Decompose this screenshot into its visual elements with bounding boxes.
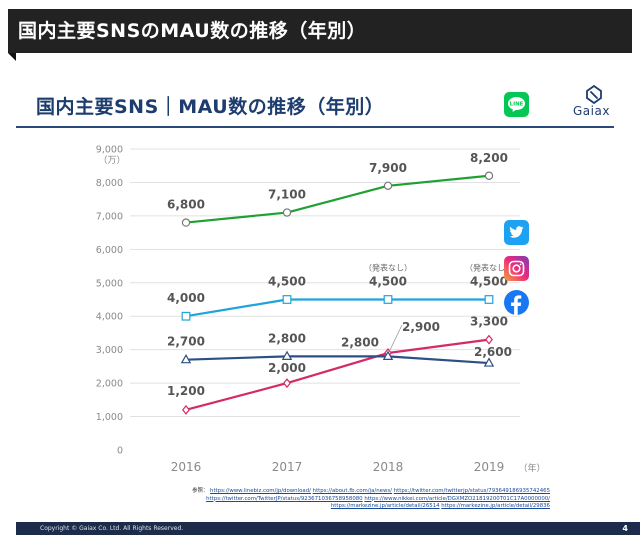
reference-link[interactable]: https://www.nikkei.com/article/DGXMZO218… [364,495,550,502]
line-data-label: 8,200 [470,151,508,165]
y-tick-label: 5,000 [96,278,123,289]
facebook-series-line [185,355,490,365]
y-unit-label: （万） [98,155,125,166]
footer-copyright: Copyright © Gaiax Co. Ltd. All Rights Re… [40,525,184,532]
instagram-series-line [185,338,490,411]
references: 参照： https://www.linebiz.com/jp/download/… [100,488,550,511]
facebook-logo-icon [504,290,529,315]
header-title-bar [8,9,632,53]
instagram-logo-icon [504,256,529,281]
y-tick-label: 9,000 [96,145,123,156]
x-unit-label: （年） [518,462,545,474]
line-data-point [484,171,494,180]
x-tick-label: 2019 [474,460,505,474]
x-tick-label: 2016 [171,460,202,474]
reference-link[interactable]: https://www.linebiz.com/jp/download/ [210,488,311,494]
twitter-data-note: （発表なし） [364,263,412,273]
twitter-data-label: 4,500 [268,275,306,289]
facebook-data-label: 2,800 [268,331,306,345]
facebook-data-point [180,353,192,364]
facebook-data-point [483,357,495,367]
line-data-label: 7,900 [369,161,407,175]
instagram-data-point [182,404,190,415]
slide-title-rule [16,126,614,128]
footer: Copyright © Gaiax Co. Ltd. All Rights Re… [16,522,640,535]
y-tick-label: 6,000 [96,245,123,256]
facebook-data-point [281,350,293,360]
y-tick-label: 7,000 [96,211,123,222]
header-title-fold [8,53,16,61]
y-tick-label: 4,000 [96,312,123,323]
twitter-data-point [383,295,393,304]
line-series-line [185,174,490,224]
instagram-data-label: 2,900 [402,320,440,334]
twitter-data-note: （発表なし） [465,263,513,273]
line-data-label: 6,800 [167,198,205,212]
instagram-data-label: 1,200 [167,384,205,398]
twitter-data-point [484,295,494,304]
y-tick-label: 0 [117,446,123,457]
instagram-label-leader [389,324,403,351]
line-data-point [383,181,393,190]
twitter-data-label: 4,000 [167,291,205,305]
twitter-logo-icon [504,220,529,245]
page-number: 4 [622,524,628,533]
twitter-data-label: 4,500 [470,275,508,289]
x-tick-label: 2017 [272,460,303,474]
facebook-data-label: 2,800 [341,335,379,349]
x-tick-label: 2018 [373,460,404,474]
facebook-data-label: 2,600 [474,345,512,359]
reference-link[interactable]: https://markezine.jp/article/detail/2983… [441,503,550,510]
gaiax-logo-icon [586,84,602,105]
twitter-series-line [185,298,489,318]
line-data-point [181,218,191,227]
twitter-data-label: 4,500 [369,275,407,289]
instagram-data-label: 2,000 [268,361,306,375]
line-data-point [282,208,292,217]
twitter-data-point [282,295,292,304]
reference-link[interactable]: https://twitter.com/twitterjp/status/793… [393,488,550,494]
y-tick-label: 3,000 [96,345,123,356]
line-data-label: 7,100 [268,188,306,202]
instagram-data-point [283,378,291,389]
references-label: 参照： [192,488,209,494]
instagram-data-label: 3,300 [470,315,508,329]
reference-link[interactable]: https://markezine.jp/article/detail/2651… [330,503,440,510]
twitter-data-point [181,311,191,321]
slide-title: 国内主要SNS｜MAU数の推移（年別） [36,96,385,118]
reference-link[interactable]: https://about.fb.com/ja/news/ [312,488,392,494]
logo-text: Gaiax [573,104,610,118]
y-tick-label: 2,000 [96,379,123,390]
reference-link[interactable]: https://twitter.com/TwitterJP/status/923… [206,495,363,502]
facebook-data-point [382,350,394,360]
y-tick-label: 8,000 [96,178,123,189]
page-title: 国内主要SNSのMAU数の推移（年別） [18,20,367,42]
facebook-data-label: 2,700 [167,335,205,349]
line-logo-text: LINE [510,102,524,108]
instagram-data-point [485,334,493,345]
y-tick-label: 1,000 [96,412,123,423]
line-logo-icon: LINE [504,92,529,117]
